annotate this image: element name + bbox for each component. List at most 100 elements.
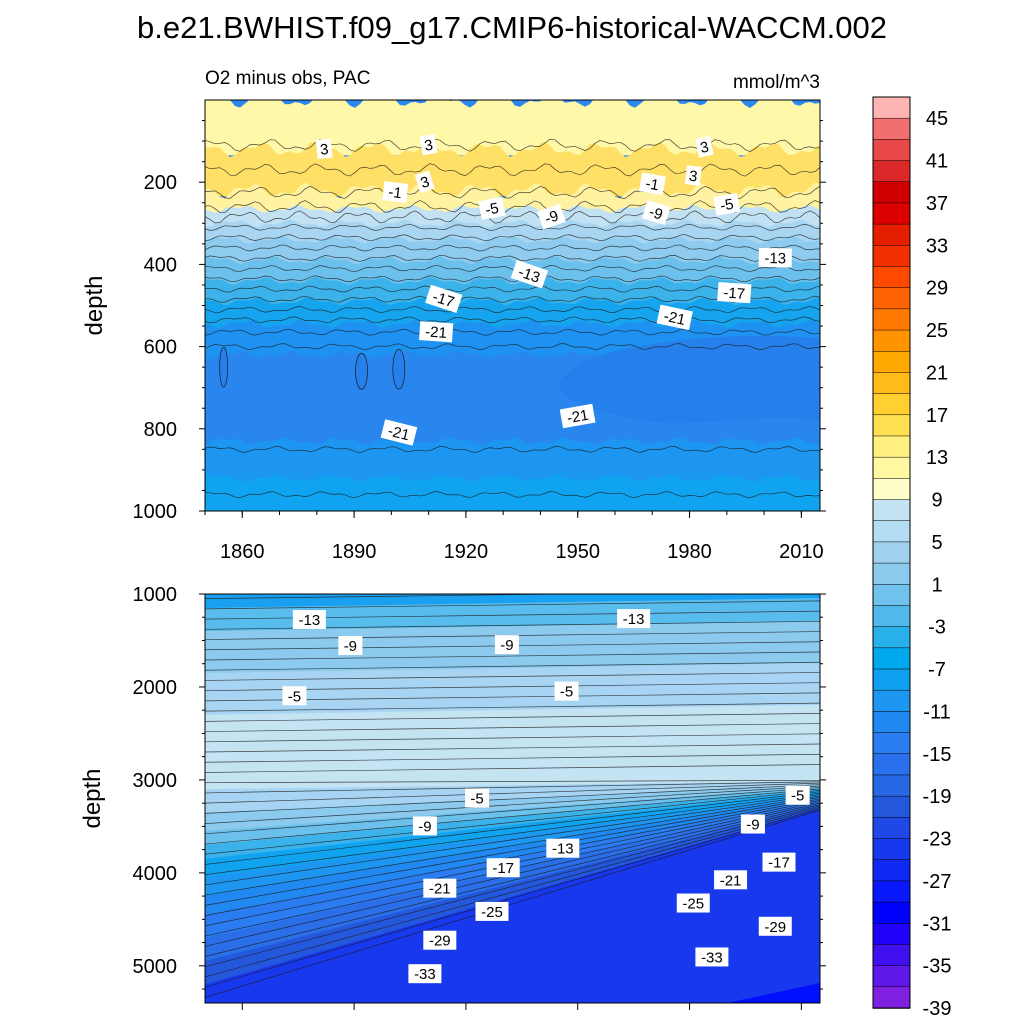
lower-contour-line [205,753,820,763]
lower-contour-label-bg [494,635,519,655]
colorbar-swatch [872,817,911,840]
upper-x-tick-label: 2010 [779,541,824,563]
colorbar-swatch [872,605,911,628]
lower-contour-label: -5 [282,686,307,706]
upper-y-tick-label: 400 [144,254,177,276]
upper-contour-label-text: -21 [425,323,448,341]
colorbar-tick-label: -19 [923,786,952,808]
upper-contour-line [205,306,820,313]
lower-contour-label: -5 [554,681,579,701]
lower-contour-label-text: -17 [768,855,790,872]
lower-y-tick-label: 1000 [133,584,178,606]
upper-x-tick-label: 1920 [444,541,489,563]
upper-contour-label-text: -13 [764,250,786,267]
colorbar-swatch [872,774,911,797]
lower-contour-line [205,785,820,824]
upper-contour-label-text: -1 [644,175,660,194]
colorbar-tick-label: 9 [931,490,942,512]
colorbar-swatch [872,626,911,649]
lower-contour-label: -13 [292,610,326,630]
lower-contour-line [205,808,820,988]
colorbar-swatch [872,732,911,755]
lower-contour-label-bg [465,788,490,808]
upper-y-tick-label: 200 [144,172,177,194]
lower-contour-label: -21 [423,878,457,898]
lower-contour-line [205,661,820,671]
lower-contour-line [205,779,820,784]
upper-contour-label-bg [713,192,741,216]
lower-contour-label: -9 [494,635,519,655]
upper-band-fill [205,437,820,485]
lower-contour-line [205,784,820,814]
lower-contour-line [205,600,820,610]
colorbar-tick-label: -7 [928,659,946,681]
lower-y-tick-label: 2000 [133,677,178,699]
colorbar-frame [872,96,911,1009]
upper-contour-label-bg [478,196,506,221]
upper-contour-label-bg [559,403,596,429]
upper-contour-line [205,343,820,351]
upper-contour-label: -5 [478,196,506,221]
lower-contour-label-bg [714,870,748,890]
colorbar-swatch [872,245,911,268]
upper-contour-label: -17 [425,284,463,313]
lower-contour-label-text: -29 [429,933,451,950]
upper-contour-label-bg [315,138,333,160]
lower-contour-label: -33 [695,947,729,967]
colorbar-swatch [872,181,911,204]
colorbar-swatch [872,541,911,564]
upper-y-tick-label: 800 [144,419,177,441]
colorbar-swatch [872,753,911,776]
lower-contour-line [205,797,820,906]
lower-contour-label-bg [695,947,729,967]
upper-contour-label: -13 [510,259,549,289]
upper-contour-label-text: -5 [484,200,500,219]
colorbar-tick-label: -27 [923,871,952,893]
colorbar-swatch [872,711,911,734]
lower-contour-label-text: -9 [418,818,431,835]
lower-contour-label-text: -21 [429,881,451,898]
colorbar-swatch [872,266,911,289]
colorbar-tick-label: 29 [926,278,948,300]
colorbar-swatch [872,965,911,988]
upper-contour-label-text: 3 [319,141,329,159]
lower-y-tick-label: 3000 [133,770,178,792]
lower-contour-line [205,682,820,692]
lower-contour-label-bg [423,930,457,950]
colorbar-swatch [872,647,911,670]
lower-contour-label: -29 [758,916,792,936]
lower-contour-label-text: -9 [344,638,357,655]
upper-contour-line [205,328,820,336]
colorbar-swatch [872,478,911,501]
lower-contour-line [205,807,820,978]
upper-contour-label-text: -17 [723,284,746,302]
colorbar-tick-label: 25 [926,320,948,342]
colorbar-swatch [872,160,911,183]
upper-contour-label: -5 [713,192,741,216]
lower-y-tick-label: 5000 [133,956,178,978]
upper-contour-label: 3 [315,138,333,160]
upper-contour-label-text: -17 [430,288,456,311]
colorbar-swatch [872,223,911,247]
lower-contour-label-bg [554,681,579,701]
panel-variable-label: O2 minus obs, PAC [205,68,370,89]
lower-contour-label-bg [412,816,437,836]
lower-contour-line [205,651,820,661]
upper-contour-panel: 200 400 600 800 1000 1860 1890 1920 1950 1980 2010… [81,99,826,563]
upper-contour-label-text: -21 [386,423,411,445]
upper-contour-label: -9 [537,203,566,230]
upper-band-fill [205,474,820,511]
colorbar-tick-label: 1 [931,574,942,596]
lower-contour-label: -9 [412,816,437,836]
upper-contour-label: 3 [684,165,702,186]
lower-y-tick-label: 4000 [133,863,178,885]
lower-contour-label: -9 [740,814,765,834]
colorbar-tick-label: -23 [923,829,952,851]
upper-contour-label-bg [641,199,671,226]
lower-contour-label-text: -17 [492,860,514,877]
upper-contour-label-text: -5 [719,196,735,215]
lower-contour-panel: 1000 2000 3000 4000 5000 depth -13 -13 -9 -9 -5 -5 -… [79,584,826,1010]
upper-contour-line [205,491,820,499]
lower-contour-label: -17 [762,852,796,872]
lower-frame [204,593,821,1004]
